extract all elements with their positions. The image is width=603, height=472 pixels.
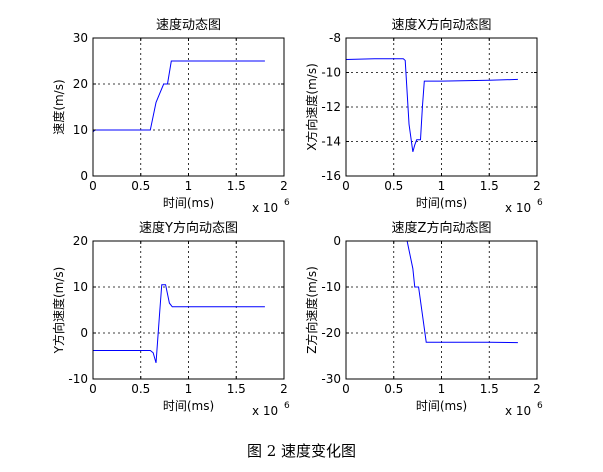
x-tick-label: 1 (438, 179, 446, 193)
x-axis-multiplier: x 10 (505, 404, 531, 418)
x-axis-label: 时间(ms) (416, 196, 467, 210)
x-tick-label: 0 (89, 179, 97, 193)
chart-title: 速度Y方向动态图 (139, 220, 238, 236)
x-tick-label: 2 (533, 179, 541, 193)
x-tick-label: 1 (185, 382, 193, 396)
y-axis-label: Z方向速度(m/s) (304, 266, 319, 354)
x-tick-label: 1.5 (480, 382, 499, 396)
y-tick-label: 20 (73, 234, 88, 248)
x-tick-label: 1.5 (480, 179, 499, 193)
x-axis-label: 时间(ms) (416, 399, 467, 413)
y-tick-label: 10 (73, 123, 88, 137)
x-axis-label: 时间(ms) (163, 399, 214, 413)
x-tick-label: 0 (342, 179, 350, 193)
data-line-series-1 (345, 58, 518, 152)
chart-title: 速度Z方向动态图 (392, 220, 492, 236)
x-tick-label: 0.5 (131, 179, 150, 193)
x-axis-label: 时间(ms) (163, 196, 214, 210)
y-tick-label: -20 (321, 326, 341, 340)
x-tick-label: 1 (438, 382, 446, 396)
y-tick-label: -10 (68, 372, 88, 386)
x-axis-multiplier: x 10 (252, 404, 278, 418)
x-tick-label: 2 (533, 382, 541, 396)
chart-title: 速度X方向动态图 (392, 17, 492, 33)
x-axis-multiplier: x 10 (505, 201, 531, 215)
x-tick-label: 1.5 (227, 179, 246, 193)
x-tick-label: 0 (342, 382, 350, 396)
y-tick-label: -10 (321, 66, 341, 80)
x-tick-label: 1.5 (227, 382, 246, 396)
x-axis-multiplier-exponent: 6 (537, 198, 543, 208)
y-axis-label: 速度(m/s) (51, 79, 66, 134)
y-tick-label: 30 (73, 31, 88, 45)
y-tick-label: -14 (321, 135, 341, 149)
x-tick-label: 0.5 (384, 179, 403, 193)
y-tick-label: 20 (73, 77, 88, 91)
x-axis-multiplier-exponent: 6 (284, 198, 290, 208)
y-tick-label: 0 (333, 234, 341, 248)
x-tick-label: 0.5 (131, 382, 150, 396)
x-axis-multiplier-exponent: 6 (284, 401, 290, 411)
x-tick-label: 0 (89, 382, 97, 396)
y-tick-label: 0 (80, 326, 88, 340)
y-axis-label: X方向速度(m/s) (304, 63, 319, 151)
y-tick-label: 0 (80, 169, 88, 183)
y-tick-label: -30 (321, 372, 341, 386)
data-line-series-1 (92, 60, 265, 133)
x-axis-multiplier: x 10 (252, 201, 278, 215)
x-tick-label: 1 (185, 179, 193, 193)
data-line-series-1 (93, 284, 265, 364)
y-axis-label: Y方向速度(m/s) (51, 267, 66, 355)
chart-title: 速度动态图 (156, 17, 221, 33)
x-tick-label: 2 (280, 179, 288, 193)
y-tick-label: 10 (73, 280, 88, 294)
x-tick-label: 0.5 (384, 382, 403, 396)
figure-caption: 图 2 速度变化图 (246, 442, 357, 460)
y-tick-label: -8 (329, 31, 341, 45)
x-tick-label: 2 (280, 382, 288, 396)
y-tick-label: -16 (321, 169, 341, 183)
x-axis-multiplier-exponent: 6 (537, 401, 543, 411)
y-tick-label: -12 (321, 100, 341, 114)
y-tick-label: -10 (321, 280, 341, 294)
